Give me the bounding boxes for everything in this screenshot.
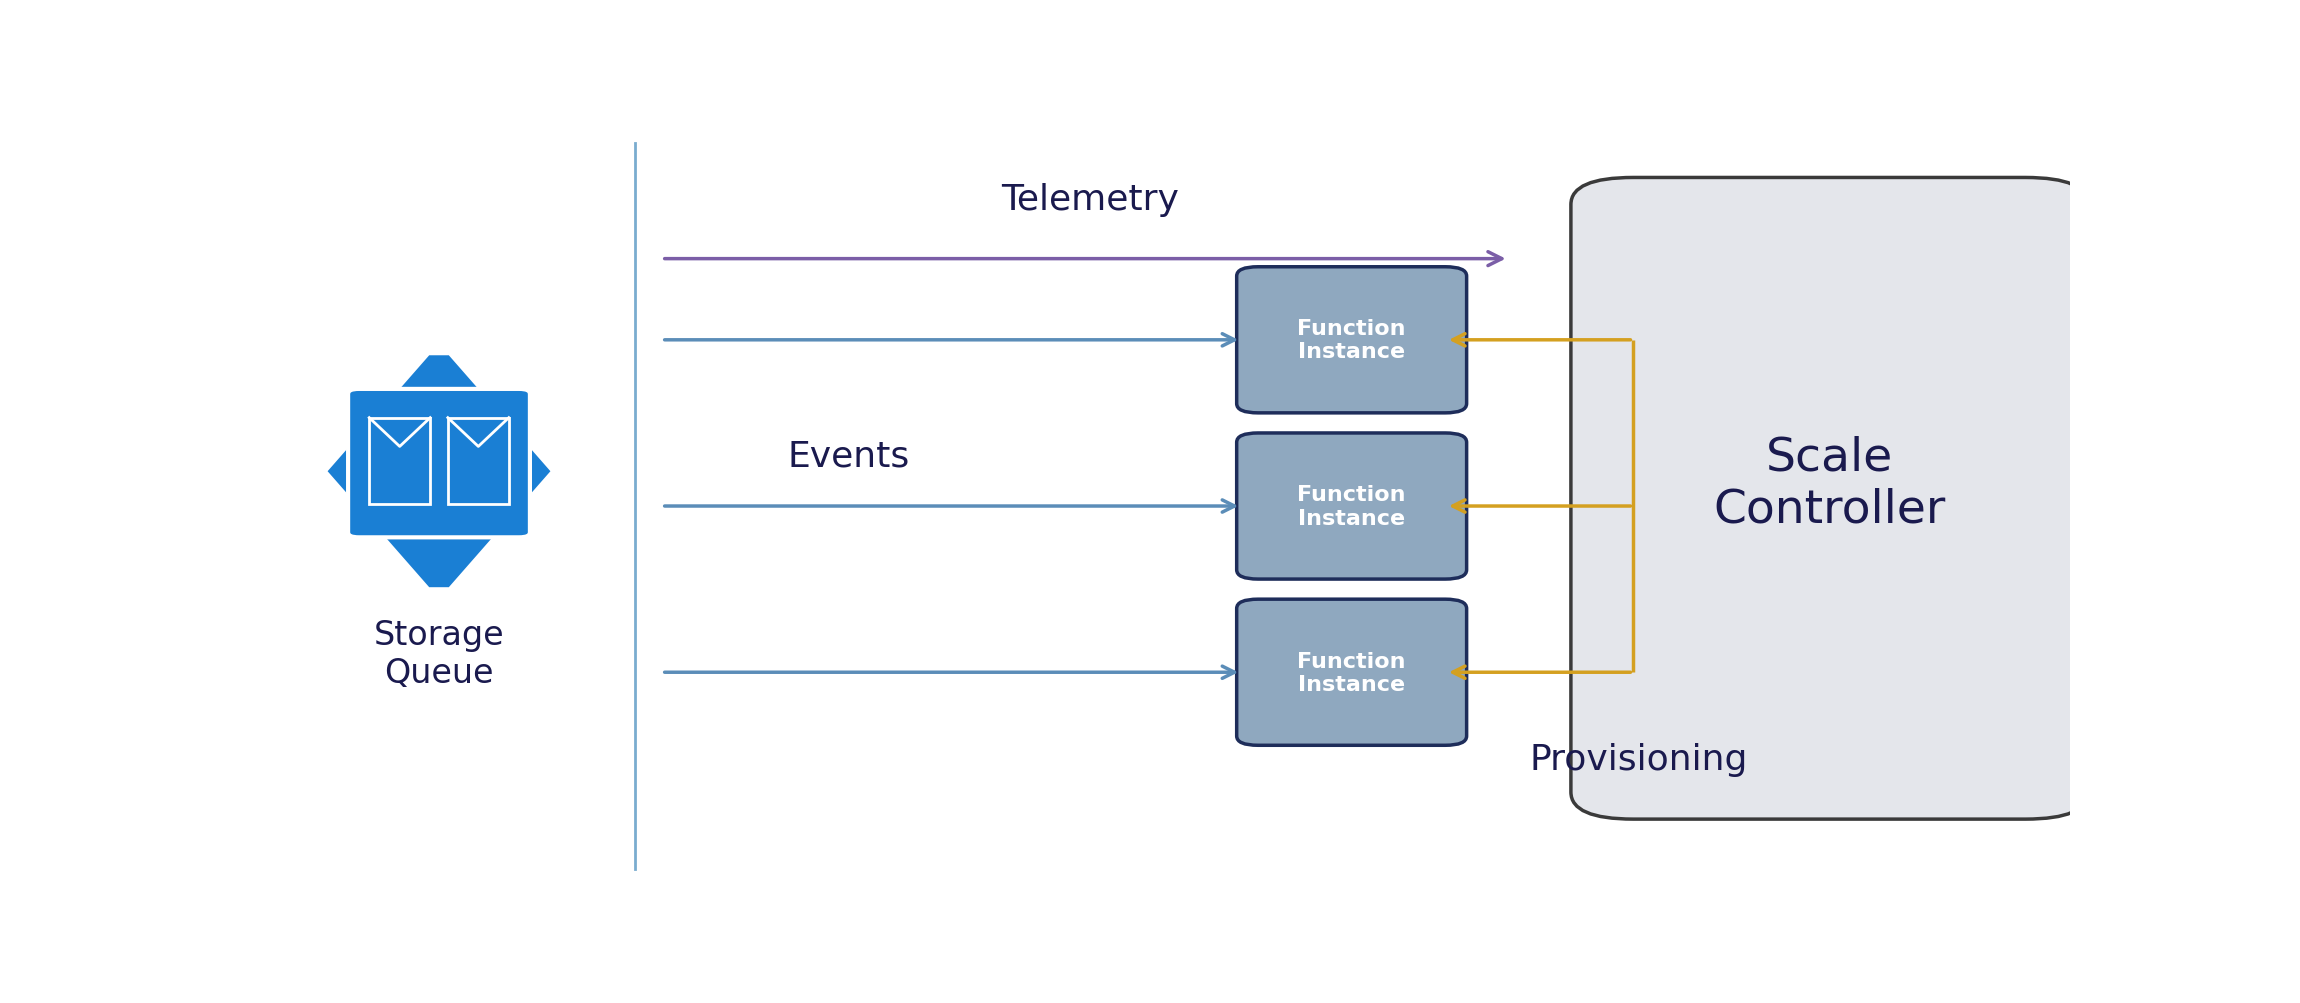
FancyBboxPatch shape: [1237, 433, 1467, 580]
Text: Function
Instance: Function Instance: [1297, 319, 1405, 362]
FancyBboxPatch shape: [347, 389, 529, 538]
Text: Events: Events: [789, 439, 911, 473]
Polygon shape: [327, 356, 550, 588]
Text: Function
Instance: Function Instance: [1297, 651, 1405, 694]
FancyBboxPatch shape: [1237, 268, 1467, 413]
Text: Telemetry: Telemetry: [1000, 183, 1178, 217]
Bar: [370, 418, 430, 505]
Text: Provisioning: Provisioning: [1530, 742, 1748, 776]
Bar: [448, 418, 508, 505]
Text: Storage
Queue: Storage Queue: [373, 619, 504, 690]
FancyBboxPatch shape: [1237, 600, 1467, 745]
FancyBboxPatch shape: [1571, 179, 2088, 819]
Text: Function
Instance: Function Instance: [1297, 484, 1405, 529]
Text: Scale
Controller: Scale Controller: [1714, 435, 1946, 532]
